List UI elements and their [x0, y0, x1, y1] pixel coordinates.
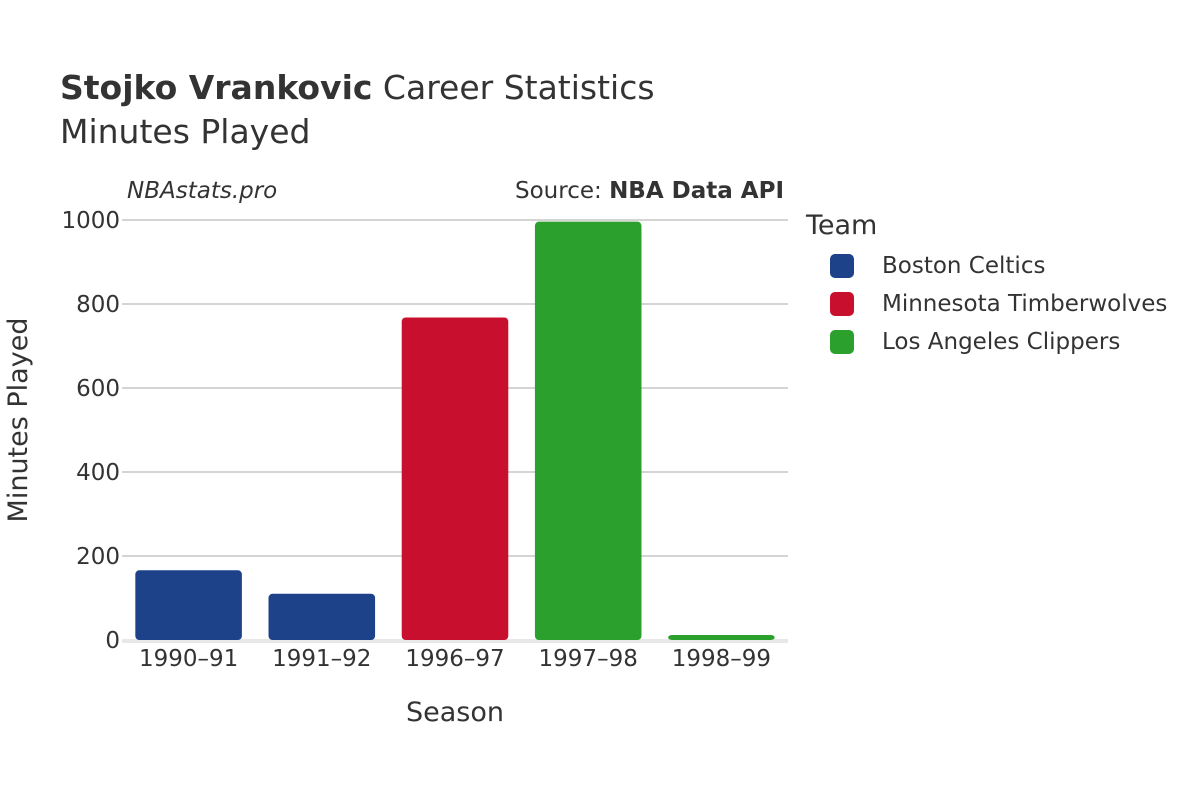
legend-swatch [830, 330, 854, 354]
x-tick-label: 1990–91 [139, 646, 238, 672]
y-tick-label: 0 [105, 628, 120, 654]
bars [135, 221, 775, 640]
chart-subtitle: Minutes Played [60, 112, 311, 151]
y-axis-label: Minutes Played [3, 318, 34, 523]
x-tick-label: 1991–92 [272, 646, 371, 672]
grid-lines [122, 219, 788, 643]
chart-title-player: Stojko Vrankovic [60, 68, 373, 107]
y-tick-labels: 0 200 400 600 800 1000 [61, 208, 120, 654]
source-name: NBA Data API [609, 178, 784, 204]
site-watermark: NBAstats.pro [127, 178, 278, 204]
x-tick-label: 1998–99 [672, 646, 771, 672]
y-tick-label: 1000 [61, 208, 120, 234]
legend-label: Los Angeles Clippers [882, 329, 1121, 355]
legend-label: Minnesota Timberwolves [882, 291, 1168, 317]
legend-item-minnesota-timberwolves[interactable]: Minnesota Timberwolves [830, 291, 1167, 317]
source-credit: Source: NBA Data API [515, 178, 784, 204]
legend-item-los-angeles-clippers[interactable]: Los Angeles Clippers [830, 329, 1120, 355]
source-prefix: Source: [515, 178, 610, 204]
legend-title: Team [806, 210, 878, 241]
legend-item-boston-celtics[interactable]: Boston Celtics [830, 253, 1045, 279]
bar-1990–91[interactable] [135, 570, 242, 640]
x-tick-label: 1997–98 [539, 646, 638, 672]
legend-swatch [830, 254, 854, 278]
bar-1998–99[interactable] [668, 634, 775, 640]
x-tick-labels: 1990–91 1991–92 1996–97 1997–98 1998–99 [139, 646, 771, 672]
bar-1991–92[interactable] [268, 593, 376, 640]
x-axis-label: Season [406, 697, 504, 728]
legend-label: Boston Celtics [882, 253, 1046, 279]
y-tick-label: 600 [76, 376, 120, 402]
y-tick-label: 400 [76, 460, 120, 486]
legend-swatch [830, 292, 854, 316]
chart-title-rest: Career Statistics [372, 68, 655, 107]
x-tick-label: 1996–97 [405, 646, 504, 672]
bar-1997–98[interactable] [534, 221, 642, 640]
y-tick-label: 200 [76, 544, 120, 570]
y-tick-label: 800 [76, 292, 120, 318]
bar-1996–97[interactable] [401, 317, 509, 640]
chart-title: Stojko Vrankovic Career Statistics [60, 68, 655, 107]
